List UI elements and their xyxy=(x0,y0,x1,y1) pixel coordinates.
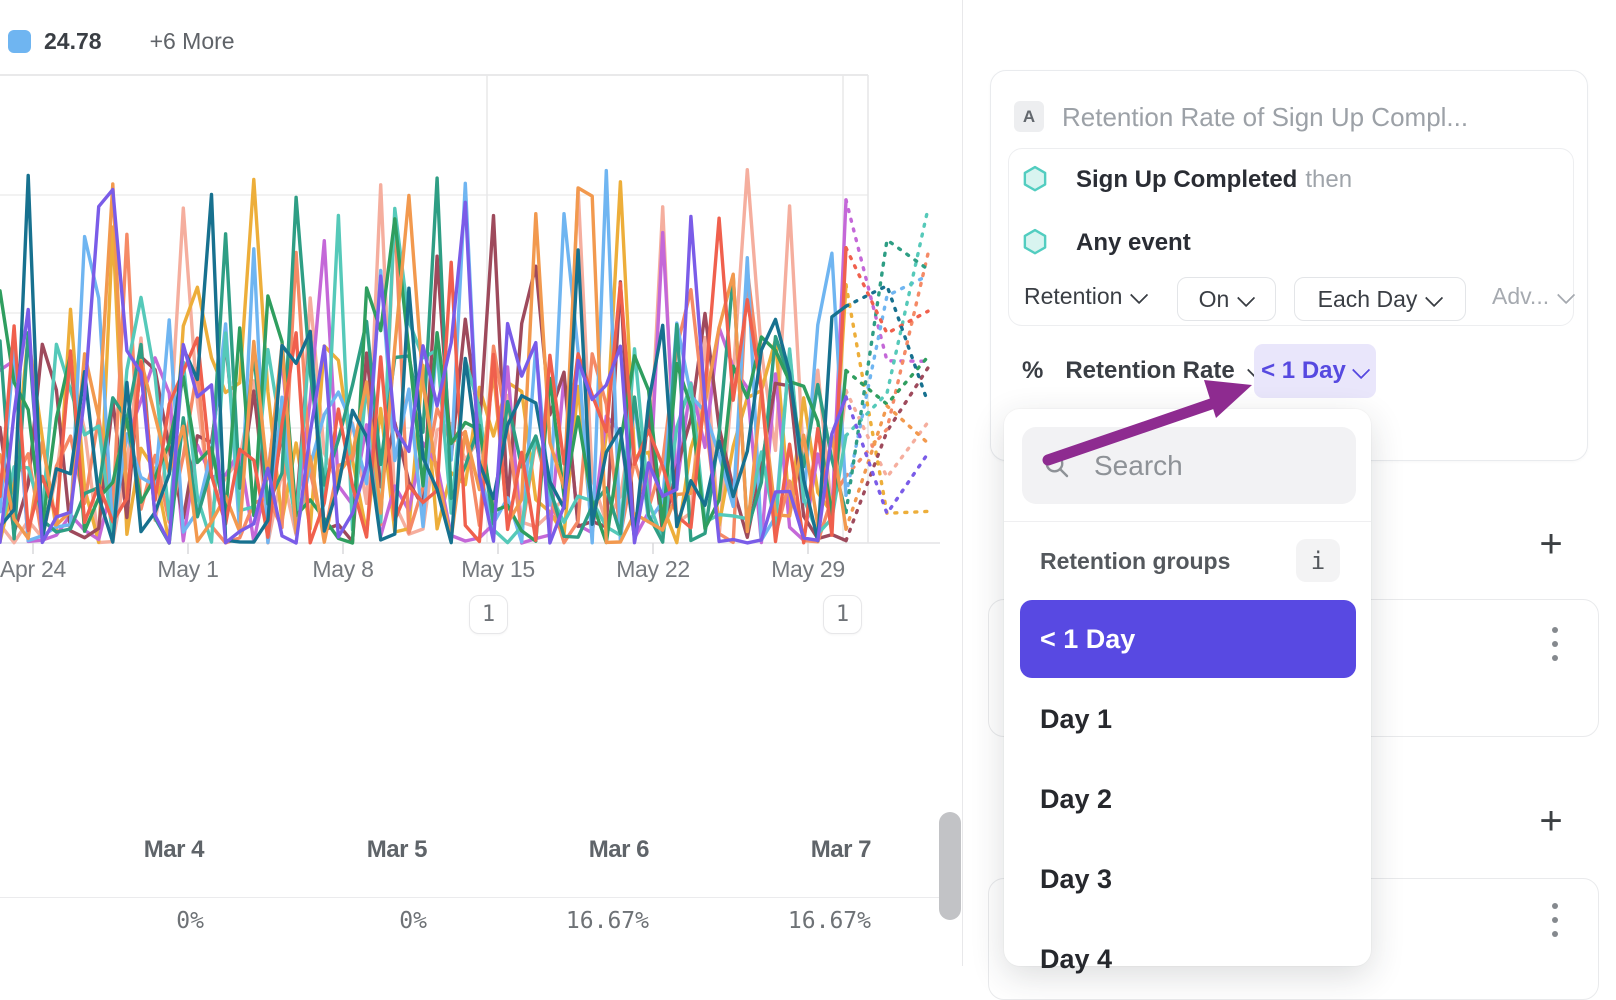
more-options-icon-1[interactable] xyxy=(1552,627,1558,661)
table-cell-value: 16.67% xyxy=(565,908,649,934)
event-2-name: Any event xyxy=(1076,229,1191,256)
x-axis-label: May 29 xyxy=(771,556,845,582)
info-icon[interactable]: i xyxy=(1296,539,1340,582)
x-axis-label: May 8 xyxy=(312,556,374,582)
x-axis-label: Apr 24 xyxy=(0,556,66,582)
annotation-badge[interactable]: 1 xyxy=(823,595,862,634)
dropdown-divider xyxy=(1004,521,1371,522)
table-cell-value: 0% xyxy=(399,908,427,934)
event-hexagon-icon xyxy=(1023,228,1047,255)
event-row-signup[interactable]: Sign Up Completed then xyxy=(1018,164,1352,196)
table-divider xyxy=(0,897,939,898)
chevron-down-icon xyxy=(1557,285,1576,305)
on-dropdown[interactable]: On xyxy=(1177,277,1276,321)
event-row-any[interactable]: Any event xyxy=(1018,227,1191,259)
metric-name-dropdown[interactable]: Retention Rate xyxy=(1065,357,1235,384)
search-placeholder: Search xyxy=(1094,449,1183,481)
table-column-header: Mar 6 xyxy=(588,836,650,863)
x-axis-label: May 15 xyxy=(461,556,535,582)
chart-legend: 24.78 +6 More xyxy=(8,27,235,55)
percent-icon: % xyxy=(1022,357,1044,384)
events-card xyxy=(1008,148,1574,326)
event-then-label: then xyxy=(1305,166,1353,193)
advanced-dropdown[interactable]: Adv... xyxy=(1492,283,1576,310)
retention-line-chart xyxy=(0,74,940,554)
search-icon xyxy=(1045,454,1069,477)
more-options-icon-2[interactable] xyxy=(1552,903,1558,937)
chevron-down-icon xyxy=(1130,285,1149,305)
event-1-name: Sign Up Completed xyxy=(1076,166,1298,193)
table-column-header: Mar 7 xyxy=(810,836,872,863)
retention-groups-label: Retention groups xyxy=(1040,548,1231,574)
x-axis-label: May 1 xyxy=(157,556,219,582)
each-day-dropdown[interactable]: Each Day xyxy=(1294,277,1466,321)
menu-item[interactable]: Day 4 xyxy=(1040,943,1113,974)
menu-item-selected[interactable]: < 1 Day xyxy=(1020,600,1356,678)
event-hexagon-icon xyxy=(1023,165,1047,192)
legend-swatch[interactable] xyxy=(8,29,31,53)
legend-series-label[interactable]: 24.78 xyxy=(44,27,102,54)
legend-more-button[interactable]: +6 More xyxy=(149,27,235,54)
x-axis-label: May 22 xyxy=(616,556,690,582)
query-title[interactable]: Retention Rate of Sign Up Compl... xyxy=(1062,102,1469,132)
table-cell-value: 16.67% xyxy=(787,908,871,934)
menu-item[interactable]: Day 2 xyxy=(1040,783,1113,814)
annotation-badge[interactable]: 1 xyxy=(469,595,508,634)
chevron-down-icon xyxy=(1351,360,1371,379)
chevron-down-icon xyxy=(1237,288,1256,307)
pane-divider xyxy=(962,0,963,966)
vertical-scrollbar[interactable] xyxy=(939,812,961,920)
series-a-badge: A xyxy=(1014,101,1044,132)
menu-item[interactable]: Day 3 xyxy=(1040,863,1113,894)
add-step-button-1[interactable]: + xyxy=(1539,522,1563,566)
retention-interval-dropdown[interactable]: < 1 Day xyxy=(1254,344,1376,398)
metric-row: % Retention Rate xyxy=(1022,357,1265,385)
search-input[interactable]: Search xyxy=(1022,427,1356,504)
table-column-header: Mar 4 xyxy=(143,836,205,863)
add-step-button-2[interactable]: + xyxy=(1539,799,1563,843)
table-cell-value: 0% xyxy=(176,908,204,934)
retention-mode-dropdown[interactable]: Retention xyxy=(1024,283,1149,310)
table-column-header: Mar 5 xyxy=(366,836,428,863)
menu-item[interactable]: Day 1 xyxy=(1040,703,1113,734)
chevron-down-icon xyxy=(1425,288,1444,307)
